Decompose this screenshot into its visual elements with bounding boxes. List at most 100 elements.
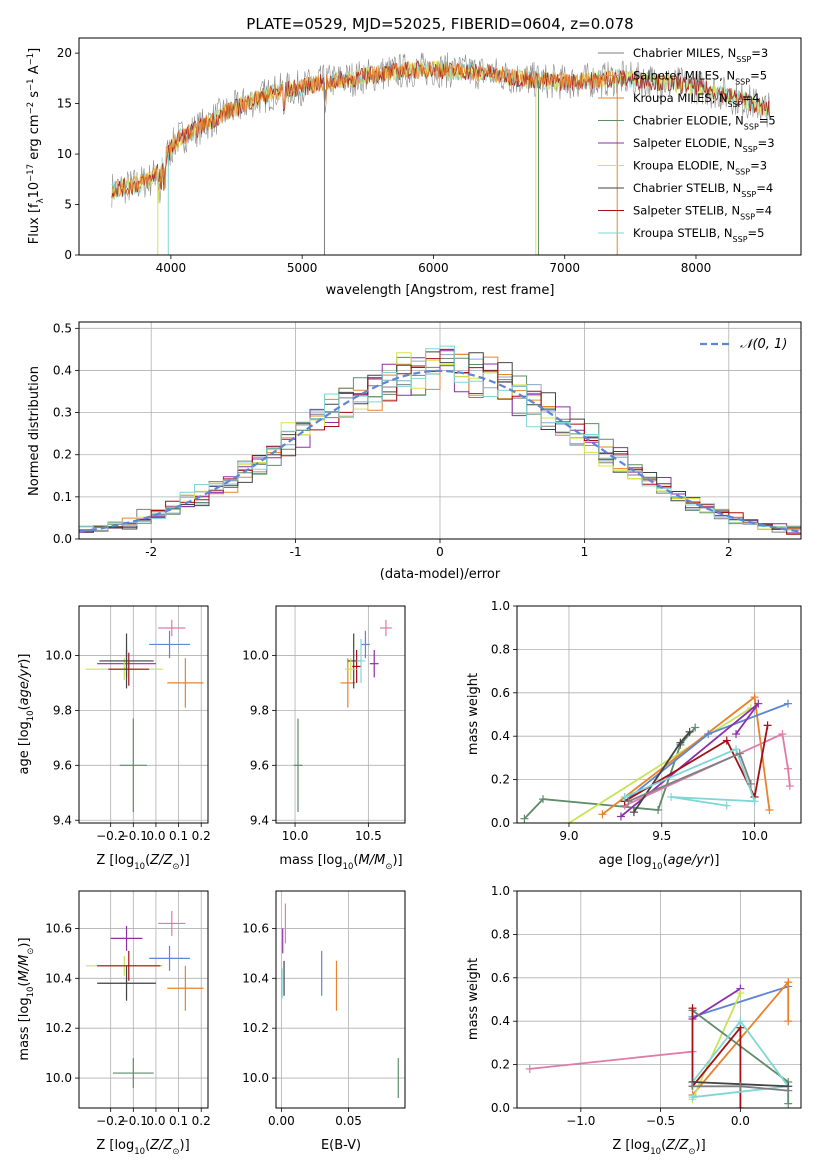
x-tick-label: 10.0: [741, 829, 768, 843]
y-axis-label: mass weight: [466, 958, 481, 1040]
x-tick-label: 0.05: [335, 1114, 362, 1128]
y-tick-label: 0.8: [491, 642, 510, 656]
y-axis-label: Normed distribution: [27, 366, 42, 496]
y-axis-label: Flux [fλ10−17 erg cm−2 s−1 A−1]: [26, 48, 46, 244]
y-tick-label: 0.4: [53, 363, 72, 377]
y-tick-label: 9.4: [250, 813, 269, 827]
x-tick-label: −0.1: [119, 1114, 148, 1128]
axes-frame: [275, 890, 406, 1109]
y-tick-label: 0.4: [491, 729, 510, 743]
axes-frame: [275, 605, 406, 824]
spectrum-line: [111, 60, 617, 198]
y-tick-label: 10.2: [242, 1021, 269, 1035]
plot-area: [281, 903, 399, 1099]
x-tick-label: 0.0: [146, 829, 165, 843]
x-tick-label: 0.0: [731, 1114, 750, 1128]
y-tick-label: 9.6: [250, 758, 269, 772]
x-axis-label: (data-model)/error: [380, 567, 501, 582]
weight-series: [692, 985, 789, 1018]
x-tick-label: 0.1: [169, 1114, 188, 1128]
y-axis-label: mass weight: [466, 673, 481, 755]
x-tick-label: 8000: [681, 261, 712, 275]
x-tick-label: 0.0: [146, 1114, 165, 1128]
plot-area: [85, 910, 204, 1089]
x-tick-label: −0.1: [119, 829, 148, 843]
y-tick-label: 15: [57, 97, 72, 111]
plot-area: [525, 978, 793, 1108]
y-tick-label: 10.0: [45, 1071, 72, 1085]
x-tick-label: 4000: [156, 261, 187, 275]
y-axis-label: age [log10(age/yr)]: [17, 654, 36, 775]
y-tick-label: 0.6: [491, 971, 510, 985]
axes-frame: [78, 605, 209, 824]
axes-mass_vs_Z: −0.2−0.10.0 0.1 0.2 10.0 10.2 10.4 10.6: [45, 890, 211, 1128]
axes-weight_vs_Z: −1.0 −0.5 0.0 0.0 0.2 0.4 0.6 0.8 1.0: [491, 884, 802, 1128]
y-tick-label: 9.6: [53, 758, 72, 772]
axes-frame: [78, 37, 802, 256]
legend-entry: Chabrier STELIB, NSSP=4: [633, 181, 773, 199]
x-tick-label: −0.2: [96, 829, 125, 843]
y-tick-label: 0.6: [491, 686, 510, 700]
x-tick-label: 0.00: [268, 1114, 295, 1128]
axes-age_vs_mass: 10.0 10.5 9.4 9.6 9.8 10.0: [242, 605, 406, 843]
legend-entry: Chabrier MILES, NSSP=3: [633, 46, 768, 64]
x-tick-label: −1.0: [566, 1114, 595, 1128]
y-tick-label: 0.2: [491, 773, 510, 787]
x-axis-label: wavelength [Angstrom, rest frame]: [326, 283, 555, 298]
x-tick-label: 0.2: [192, 829, 211, 843]
legend-entry: Kroupa STELIB, NSSP=5: [633, 226, 764, 244]
plot-area: [111, 52, 770, 255]
y-tick-label: 5: [64, 198, 72, 212]
y-tick-label: 10.0: [242, 1071, 269, 1085]
axes-age_vs_Z: −0.2−0.10.0 0.1 0.2 9.4 9.6 9.8 10.0: [45, 605, 211, 843]
legend-entry: Salpeter STELIB, NSSP=4: [633, 204, 772, 222]
y-tick-label: 0.5: [53, 321, 72, 335]
axes-residuals: -2 -1 0 1 2 0.0 0.1 0.2 0.3 0.4 0.5: [53, 321, 802, 559]
axes-frame: [516, 890, 802, 1109]
axes-mass_vs_ebv: 0.00 0.05 10.0 10.2 10.4 10.6: [242, 890, 406, 1128]
weight-series: [691, 1008, 742, 1108]
x-tick-label: 7000: [549, 261, 580, 275]
y-tick-label: 1.0: [491, 599, 510, 613]
y-tick-label: 9.4: [53, 813, 72, 827]
weight-series: [568, 707, 752, 823]
legend-entry: Chabrier ELODIE, NSSP=5: [633, 114, 776, 132]
x-tick-label: −0.2: [96, 1114, 125, 1128]
y-tick-label: 0.4: [491, 1014, 510, 1028]
weight-series: [691, 1019, 790, 1099]
y-tick-label: 10.4: [242, 971, 269, 985]
y-tick-label: 1.0: [491, 884, 510, 898]
weight-series: [692, 987, 741, 1020]
x-tick-label: −0.5: [646, 1114, 675, 1128]
plot-area: [520, 693, 794, 823]
x-tick-label: 0: [436, 545, 444, 559]
legend-entry: Kroupa ELODIE, NSSP=3: [633, 159, 767, 177]
axes-spectrum: 4000 5000 6000 7000 8000 0 5 10 15 20: [57, 37, 802, 275]
plot-area: [85, 619, 204, 813]
x-tick-label: 0.1: [169, 829, 188, 843]
x-tick-label: 10.0: [282, 829, 309, 843]
plot-area: [79, 345, 801, 535]
axes-weight_vs_age: 9.0 9.5 10.0 0.0 0.2 0.4 0.6 0.8 1.0: [491, 599, 802, 843]
weight-series: [624, 725, 769, 803]
x-tick-label: 1: [581, 545, 589, 559]
x-axis-label: mass [log10(M/M⊙)]: [279, 853, 402, 872]
legend-entry: 𝒩(0, 1): [740, 337, 787, 352]
y-tick-label: 10.6: [45, 921, 72, 935]
legend-entry: Salpeter ELODIE, NSSP=3: [633, 136, 775, 154]
plot-area: [293, 619, 392, 813]
x-axis-label: Z [log10(Z/Z⊙)]: [96, 853, 189, 872]
y-tick-label: 10.0: [45, 648, 72, 662]
x-axis-label: E(B-V): [321, 1138, 361, 1153]
x-axis-label: Z [log10(Z/Z⊙)]: [612, 1138, 705, 1157]
y-tick-label: 9.8: [53, 703, 72, 717]
y-tick-label: 0.1: [53, 490, 72, 504]
x-tick-label: 5000: [287, 261, 318, 275]
axes-frame: [78, 890, 209, 1109]
chart-title: PLATE=0529, MJD=52025, FIBERID=0604, z=0…: [246, 15, 633, 33]
y-tick-label: 9.8: [250, 703, 269, 717]
weight-series: [523, 726, 696, 820]
y-tick-label: 0.0: [491, 1101, 510, 1115]
x-tick-label: -2: [145, 545, 157, 559]
